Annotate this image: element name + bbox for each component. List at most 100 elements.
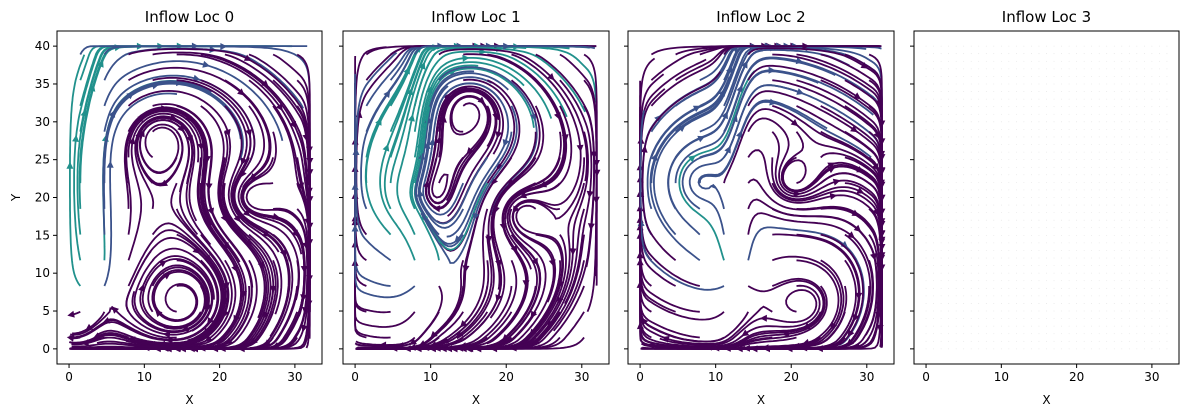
grid-dot bbox=[1068, 159, 1070, 161]
grid-dot bbox=[1053, 197, 1055, 198]
grid-dot bbox=[948, 287, 950, 289]
grid-dot bbox=[1166, 159, 1168, 161]
grid-dot bbox=[1046, 242, 1047, 244]
grid-dot bbox=[1159, 181, 1160, 183]
grid-dot bbox=[940, 91, 942, 92]
grid-dot bbox=[1166, 83, 1168, 85]
grid-dot bbox=[948, 340, 950, 342]
grid-dot bbox=[933, 189, 934, 191]
grid-dot bbox=[1098, 204, 1100, 206]
grid-dot bbox=[1136, 174, 1138, 176]
grid-dot bbox=[1061, 166, 1062, 168]
grid-dot bbox=[1076, 348, 1078, 350]
grid-dot bbox=[1031, 106, 1032, 108]
grid-dot bbox=[1000, 121, 1002, 123]
grid-dot bbox=[1015, 212, 1017, 214]
panel-1: Inflow Loc 10 10 20 30X bbox=[339, 8, 610, 407]
streamline-arrow bbox=[135, 130, 142, 139]
grid-dot bbox=[1128, 280, 1130, 282]
grid-dot bbox=[955, 174, 957, 176]
grid-dot bbox=[1008, 181, 1010, 183]
grid-dot bbox=[1046, 325, 1047, 327]
grid-dot bbox=[1091, 68, 1093, 70]
grid-dot bbox=[1083, 280, 1085, 282]
streamline bbox=[215, 157, 268, 350]
grid-dot bbox=[1053, 113, 1055, 115]
grid-dot bbox=[1143, 83, 1145, 85]
grid-dot bbox=[1121, 45, 1123, 47]
grid-dot bbox=[940, 265, 942, 267]
grid-dot bbox=[1121, 83, 1123, 85]
grid-dot bbox=[1091, 136, 1093, 138]
grid-dot bbox=[1031, 219, 1032, 221]
grid-dot bbox=[1136, 181, 1138, 183]
grid-dot bbox=[1143, 295, 1145, 297]
grid-dot bbox=[1121, 113, 1123, 115]
streamline bbox=[697, 99, 828, 210]
grid-dot bbox=[1023, 227, 1025, 229]
grid-dot bbox=[1166, 227, 1168, 229]
grid-dot bbox=[1068, 60, 1070, 62]
grid-dot bbox=[1053, 98, 1055, 100]
grid-dot bbox=[1008, 113, 1010, 115]
grid-dot bbox=[940, 45, 942, 47]
grid-dot bbox=[1159, 257, 1160, 259]
grid-dot bbox=[1023, 303, 1025, 304]
x-axis-label: X bbox=[1042, 393, 1050, 407]
grid-dot bbox=[1091, 83, 1093, 85]
grid-dot bbox=[970, 250, 972, 251]
grid-dot bbox=[1159, 204, 1160, 206]
streamline bbox=[70, 305, 177, 339]
grid-dot bbox=[978, 68, 980, 70]
grid-dot bbox=[1121, 219, 1123, 221]
grid-dot bbox=[1008, 189, 1010, 191]
panel-title: Inflow Loc 0 bbox=[145, 8, 234, 26]
grid-dot bbox=[1106, 257, 1108, 259]
grid-dot bbox=[1098, 83, 1100, 85]
grid-dot bbox=[1128, 234, 1130, 236]
grid-dot bbox=[1098, 227, 1100, 229]
grid-dot bbox=[1098, 151, 1100, 153]
grid-dot bbox=[1136, 303, 1138, 304]
grid-dot bbox=[1136, 113, 1138, 115]
grid-dot bbox=[1023, 295, 1025, 297]
grid-dot bbox=[1106, 318, 1108, 319]
grid-dot bbox=[1143, 128, 1145, 130]
grid-dot bbox=[1121, 128, 1123, 130]
grid-dot bbox=[970, 91, 972, 92]
grid-dot bbox=[940, 53, 942, 55]
grid-dot bbox=[940, 197, 942, 198]
streamline bbox=[414, 131, 513, 245]
grid-dot bbox=[1031, 98, 1032, 100]
grid-dot bbox=[1008, 340, 1010, 342]
grid-dot bbox=[1151, 166, 1153, 168]
grid-dot bbox=[963, 174, 965, 176]
streamline-arrow bbox=[651, 153, 658, 161]
grid-dot bbox=[1038, 144, 1040, 145]
grid-dot bbox=[1159, 272, 1160, 274]
grid-dot bbox=[1008, 234, 1010, 236]
grid-dot bbox=[955, 295, 957, 297]
grid-dot bbox=[940, 219, 942, 221]
grid-dot bbox=[970, 287, 972, 289]
grid-dot bbox=[1159, 121, 1160, 123]
grid-dot bbox=[1166, 242, 1168, 244]
grid-dot bbox=[1143, 212, 1145, 214]
streamline-arrow bbox=[768, 66, 776, 74]
grid-dot bbox=[1000, 159, 1002, 161]
grid-dot bbox=[963, 250, 965, 251]
grid-dot bbox=[1106, 144, 1108, 145]
grid-dot bbox=[1121, 76, 1123, 77]
grid-dot bbox=[1000, 60, 1002, 62]
streamline-arrow bbox=[737, 340, 746, 347]
grid-dot bbox=[1023, 257, 1025, 259]
grid-dot bbox=[1076, 159, 1078, 161]
grid-dot bbox=[1046, 91, 1047, 92]
grid-dot bbox=[1159, 197, 1160, 198]
streamline bbox=[379, 46, 433, 261]
grid-dot bbox=[1159, 166, 1160, 168]
grid-dot bbox=[1046, 340, 1047, 342]
grid-dot bbox=[925, 333, 927, 335]
grid-dot bbox=[963, 166, 965, 168]
